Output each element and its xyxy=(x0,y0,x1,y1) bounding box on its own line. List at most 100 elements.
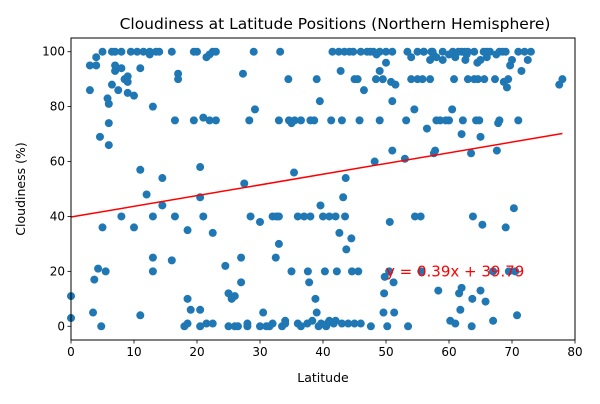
scatter-point xyxy=(481,297,490,306)
scatter-point xyxy=(501,223,510,232)
scatter-point xyxy=(520,47,529,56)
x-tick-label: 30 xyxy=(252,345,267,359)
scatter-point xyxy=(136,64,145,73)
scatter-point xyxy=(199,113,208,122)
scatter-point xyxy=(281,319,290,328)
scatter-point xyxy=(256,322,264,331)
scatter-point xyxy=(476,132,485,141)
scatter-point xyxy=(382,58,390,67)
scatter-point xyxy=(426,75,435,84)
scatter-point xyxy=(94,264,103,273)
scatter-point xyxy=(508,55,516,64)
scatter-point xyxy=(467,149,476,158)
scatter-point xyxy=(189,116,198,125)
chart-title: Cloudiness at Latitude Positions (Northe… xyxy=(120,15,551,33)
scatter-point xyxy=(97,322,106,331)
scatter-point xyxy=(136,165,145,174)
scatter-point xyxy=(325,212,334,221)
scatter-point xyxy=(202,319,211,328)
scatter-point xyxy=(385,217,394,226)
scatter-point xyxy=(436,116,445,125)
scatter-point xyxy=(123,77,132,86)
scatter-point xyxy=(136,311,145,320)
scatter-point xyxy=(296,116,305,125)
scatter-point xyxy=(186,305,195,314)
scatter-point xyxy=(337,116,346,125)
scatter-point xyxy=(558,75,567,84)
scatter-point xyxy=(117,212,126,221)
scatter-point xyxy=(284,75,293,84)
scatter-point xyxy=(513,311,522,320)
scatter-point xyxy=(312,308,321,317)
scatter-point xyxy=(422,124,431,133)
scatter-point xyxy=(366,322,375,331)
scatter-point xyxy=(354,267,363,276)
scatter-point xyxy=(208,319,217,328)
scatter-point xyxy=(509,204,518,213)
scatter-point xyxy=(305,278,314,287)
regression-line xyxy=(70,132,563,218)
scatter-point xyxy=(514,47,523,56)
scatter-point xyxy=(311,294,320,303)
scatter-point xyxy=(111,66,120,75)
scatter-point xyxy=(391,80,400,89)
scatter-point xyxy=(489,316,498,325)
scatter-point xyxy=(205,116,214,125)
scatter-point xyxy=(183,226,192,235)
scatter-point xyxy=(148,253,157,262)
scatter-point xyxy=(457,130,466,139)
scatter-point xyxy=(148,102,157,111)
scatter-point xyxy=(276,47,285,56)
scatter-point xyxy=(245,116,254,125)
y-tick-label: 0 xyxy=(57,319,65,333)
scatter-point xyxy=(410,212,419,221)
scatter-point xyxy=(476,286,485,295)
scatter-point xyxy=(478,220,487,229)
scatter-point xyxy=(240,179,249,188)
scatter-point xyxy=(463,47,472,56)
scatter-point xyxy=(104,141,113,150)
scatter-point xyxy=(85,86,94,95)
axis-ticks: 0 10 20 30 40 50 60 70 80 0 20 40 60 80 100 xyxy=(42,45,583,359)
scatter-point xyxy=(389,278,398,287)
scatter-point xyxy=(250,105,259,114)
scatter-point xyxy=(196,322,205,331)
scatter-points xyxy=(67,47,567,331)
scatter-point xyxy=(390,308,399,317)
scatter-point xyxy=(456,305,465,314)
scatter-point xyxy=(308,316,317,325)
y-axis-label: Cloudiness (%) xyxy=(13,142,28,235)
scatter-point xyxy=(350,319,359,328)
scatter-point xyxy=(359,86,368,95)
scatter-point xyxy=(327,116,336,125)
scatter-point xyxy=(320,267,329,276)
scatter-point xyxy=(418,75,427,84)
scatter-point xyxy=(334,47,343,56)
scatter-point xyxy=(517,66,526,75)
scatter-point xyxy=(237,253,246,262)
scatter-point xyxy=(274,212,283,221)
scatter-point xyxy=(237,278,246,287)
scatter-point xyxy=(475,116,484,125)
scatter-point xyxy=(90,275,99,284)
scatter-point xyxy=(413,47,422,56)
scatter-point xyxy=(476,55,485,64)
scatter-point xyxy=(328,47,337,56)
scatter-point xyxy=(89,308,98,317)
scatter-point xyxy=(95,132,104,141)
scatter-point xyxy=(315,97,324,106)
regression-equation: y = 0.39x + 39.79 xyxy=(386,262,524,280)
scatter-point xyxy=(174,69,183,78)
scatter-point xyxy=(170,116,179,125)
scatter-point xyxy=(256,217,264,226)
scatter-point xyxy=(148,212,157,221)
scatter-point xyxy=(335,228,344,237)
scatter-point xyxy=(375,47,384,56)
scatter-point xyxy=(370,157,379,166)
scatter-point xyxy=(489,267,498,276)
scatter-point xyxy=(388,47,397,56)
scatter-point xyxy=(467,322,476,331)
scatter-point xyxy=(347,234,356,243)
scatter-point xyxy=(287,267,296,276)
scatter-point xyxy=(148,267,157,276)
